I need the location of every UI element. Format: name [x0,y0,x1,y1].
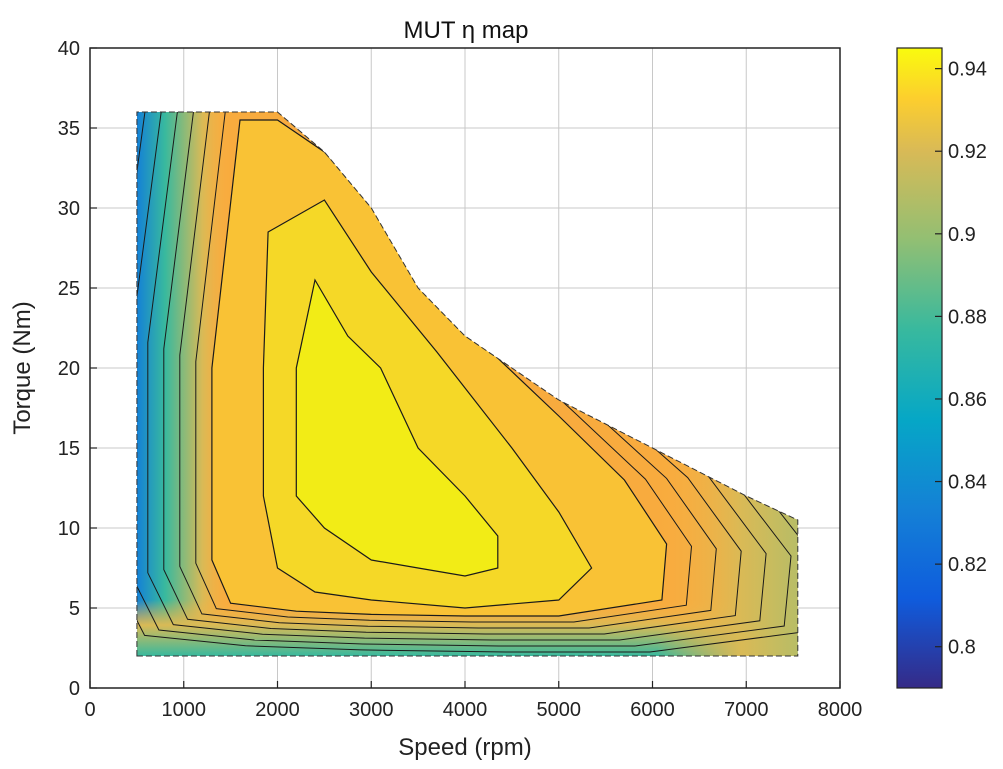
colorbar-tick-label: 0.9 [948,224,976,246]
y-tick-label: 10 [58,518,80,540]
x-tick-label: 6000 [630,699,675,721]
colorbar-tick-label: 0.92 [948,141,987,163]
colorbar-tick-label: 0.82 [948,554,987,576]
x-tick-label: 8000 [818,699,863,721]
colorbar-tick-label: 0.84 [948,472,987,494]
x-axis-label: Speed (rpm) [398,734,531,761]
peak-efficiency-region [295,278,499,577]
colorbar-tick-label: 0.86 [948,389,987,411]
y-tick-label: 25 [58,278,80,300]
x-tick-label: 5000 [537,699,582,721]
chart-title: MUT η map [404,17,529,44]
x-tick-label: 4000 [443,699,488,721]
colorbar-tick-label: 0.94 [948,59,987,81]
x-tick-label: 7000 [724,699,769,721]
y-tick-label: 5 [69,598,80,620]
y-tick-label: 35 [58,118,80,140]
operating-envelope [136,111,799,657]
colorbar-ticks: 0.8 0.82 0.84 0.86 0.88 0.9 0.92 0.94 [935,59,987,659]
y-tick-label: 15 [58,438,80,460]
x-tick-label: 1000 [162,699,207,721]
x-tick-label: 2000 [255,699,300,721]
x-axis-ticks: 0 1000 2000 3000 4000 5000 6000 7000 8000 [84,681,862,721]
y-tick-label: 20 [58,358,80,380]
y-tick-label: 30 [58,198,80,220]
y-tick-label: 0 [69,678,80,700]
colorbar [896,47,943,689]
x-tick-label: 3000 [349,699,394,721]
y-tick-label: 40 [58,38,80,60]
x-tick-label: 0 [84,699,95,721]
colorbar-tick-label: 0.8 [948,637,976,659]
y-axis-ticks: 0 5 10 15 20 25 30 35 40 [58,38,97,700]
y-axis-label: Torque (Nm) [9,301,36,434]
colorbar-tick-label: 0.88 [948,306,987,328]
